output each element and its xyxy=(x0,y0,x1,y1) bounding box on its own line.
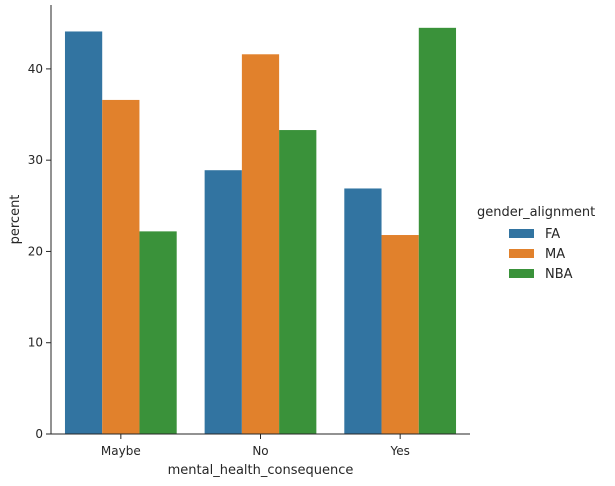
legend-label-nba: NBA xyxy=(545,267,573,282)
legend-label-fa: FA xyxy=(545,227,560,242)
legend-swatch-ma xyxy=(509,249,534,258)
y-tick-label: 20 xyxy=(28,244,43,258)
legend-swatch-nba xyxy=(509,269,534,278)
legend-swatch-fa xyxy=(509,229,534,238)
bar-ma-no xyxy=(241,54,280,434)
x-tick-label-maybe: Maybe xyxy=(101,444,141,458)
x-ticks-group: Maybe No Yes xyxy=(101,434,410,458)
bar-ma-maybe xyxy=(102,99,140,435)
x-tick-label-no: No xyxy=(252,444,268,458)
bar-fa-yes xyxy=(344,188,382,434)
bar-nba-yes xyxy=(418,27,457,434)
y-tick-label: 0 xyxy=(35,427,43,441)
y-tick-label: 40 xyxy=(28,62,43,76)
y-tick-label: 30 xyxy=(28,153,43,167)
legend-items: FA MA NBA xyxy=(509,227,573,282)
bar-nba-maybe xyxy=(139,231,177,434)
bar-fa-no xyxy=(204,170,242,434)
bar-fa-maybe xyxy=(64,31,103,434)
bar-nba-no xyxy=(279,130,317,435)
y-axis-label: percent xyxy=(8,195,23,245)
x-tick-label-yes: Yes xyxy=(389,444,409,458)
legend: gender_alignment FA MA NBA xyxy=(477,205,595,282)
bars-group xyxy=(64,27,457,435)
legend-title: gender_alignment xyxy=(477,205,595,220)
legend-label-ma: MA xyxy=(545,247,565,262)
x-axis-label: mental_health_consequence xyxy=(168,463,354,478)
y-ticks-group: 0 10 20 30 40 xyxy=(28,62,51,441)
bar-ma-yes xyxy=(381,235,419,434)
y-tick-label: 10 xyxy=(28,336,43,350)
